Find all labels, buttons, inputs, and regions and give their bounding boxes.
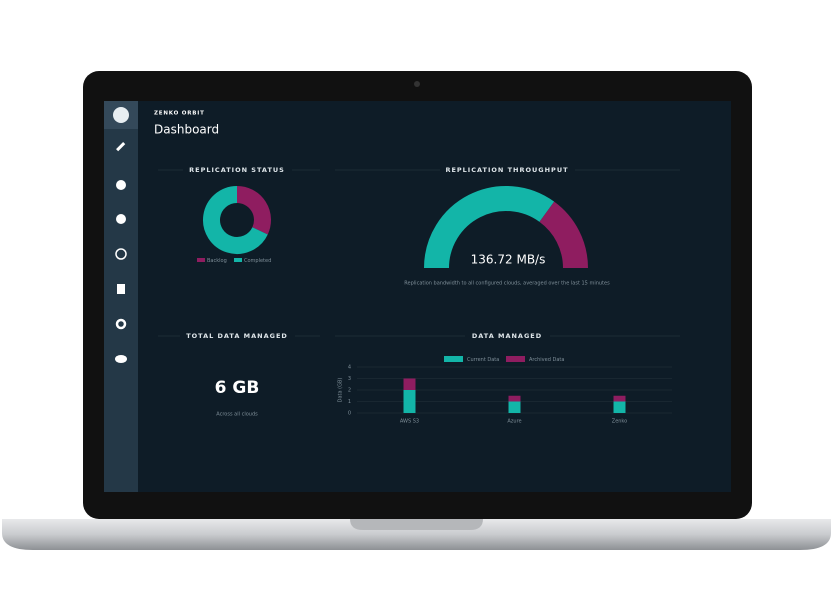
x-tick-label: Azure (507, 419, 521, 425)
brand: ZENKO ORBIT (154, 111, 205, 117)
segment (539, 201, 588, 269)
section-rules (158, 169, 680, 337)
icon-files[interactable] (117, 284, 125, 294)
bar (403, 390, 416, 413)
legend-label: Backlog (207, 258, 227, 264)
segment (236, 186, 271, 235)
segment (424, 186, 555, 269)
gauge-caption: Replication bandwidth to all configured … (404, 281, 610, 287)
y-tick-label: 1 (348, 399, 351, 405)
sidebar-icons (113, 107, 129, 363)
panel-title: REPLICATION STATUS (189, 166, 285, 174)
y-tick-label: 0 (348, 411, 351, 417)
y-tick-label: 4 (348, 365, 351, 371)
page-title: Dashboard (154, 123, 219, 137)
icon-stats[interactable] (116, 214, 126, 224)
icon-dashboard[interactable] (116, 180, 126, 190)
legend-label: Archived Data (529, 357, 564, 363)
legend-label: Completed (244, 258, 271, 264)
icon-settings[interactable] (115, 318, 127, 330)
y-tick-label: 2 (348, 388, 351, 394)
gauge-value: 136.72 MB/s (471, 253, 546, 267)
x-tick-label: Zenko (612, 419, 627, 425)
x-tick-label: AWS S3 (400, 419, 419, 425)
bar (613, 401, 626, 413)
panel-title: DATA MANAGED (472, 332, 542, 340)
notch (350, 519, 483, 530)
laptop-base (2, 519, 831, 550)
camera (414, 81, 420, 87)
bar (403, 378, 416, 390)
screen (104, 101, 731, 492)
bar (508, 395, 521, 402)
legend-label: Current Data (467, 357, 499, 363)
legend-swatch (197, 258, 205, 262)
y-axis-label: Data (GB) (338, 378, 344, 403)
total-caption: Across all clouds (216, 412, 258, 418)
icon-tools[interactable] (116, 142, 126, 152)
segment (203, 186, 268, 254)
sidebar (104, 101, 138, 492)
icon-chat[interactable] (115, 355, 127, 363)
legend-swatch (506, 356, 525, 362)
bar (508, 401, 521, 413)
y-tick-label: 3 (348, 376, 351, 382)
panel-title: TOTAL DATA MANAGED (186, 332, 288, 340)
panel-title: REPLICATION THROUGHPUT (445, 166, 568, 174)
bar (613, 395, 626, 402)
total-value: 6 GB (215, 378, 260, 398)
legend-swatch (444, 356, 463, 362)
icon-globe[interactable] (115, 248, 127, 260)
legend-swatch (234, 258, 242, 262)
